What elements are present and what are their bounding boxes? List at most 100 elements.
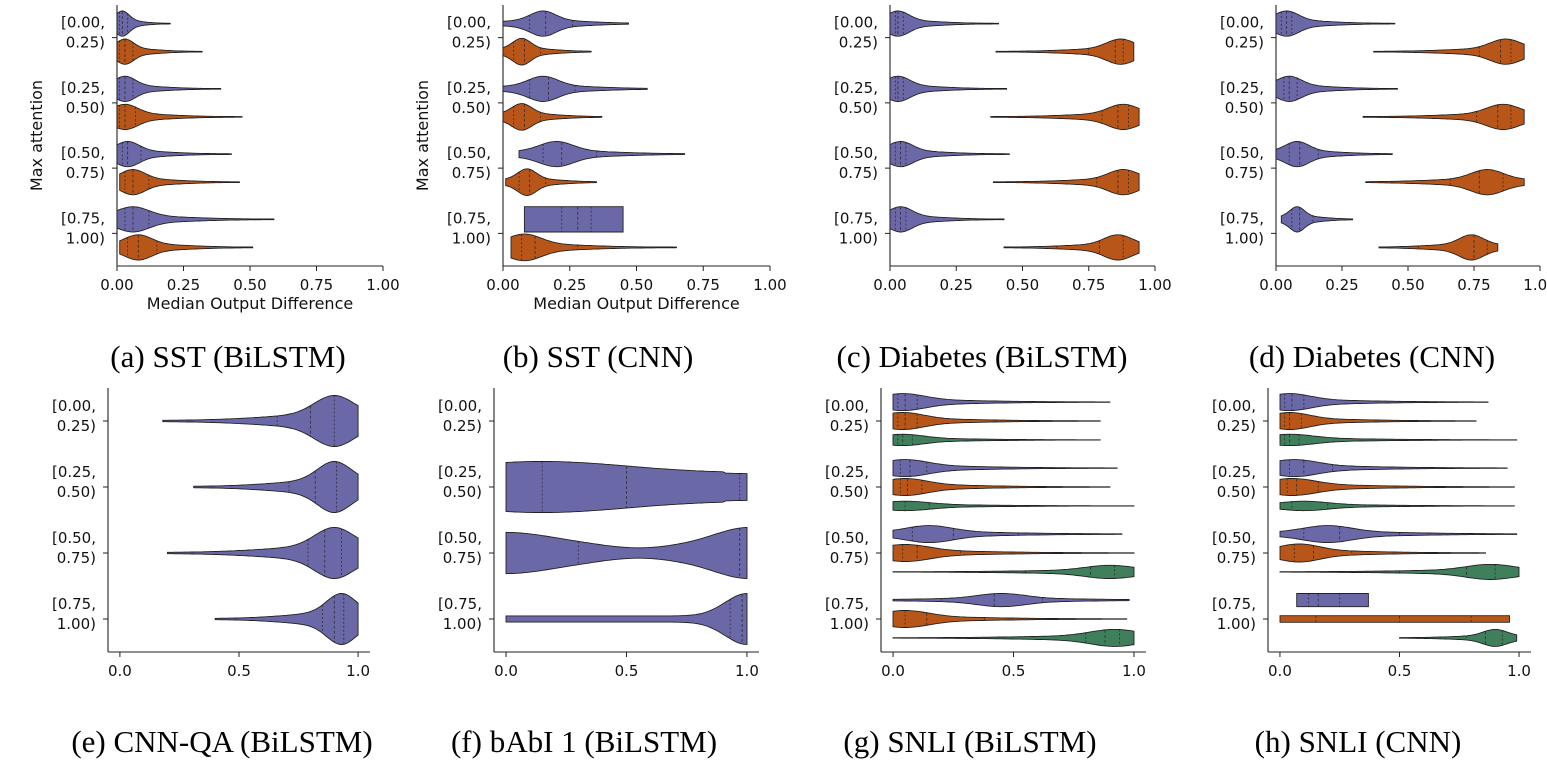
y-tick-label: [0.25, (1220, 79, 1264, 97)
x-tick-label: 0.50 (620, 276, 653, 294)
y-tick-label: [0.00, (825, 397, 869, 415)
y-axis-title: Max attention (413, 80, 432, 191)
y-tick-label: 0.25) (443, 417, 482, 435)
violin-body (892, 610, 1128, 628)
violin-body (193, 461, 359, 513)
y-tick-label: 0.25) (839, 34, 878, 52)
violin-body (1279, 543, 1487, 563)
y-tick-label: [0.75, (1220, 209, 1264, 227)
chart-panel-b: 0.00 0.25 0.50 0.75 1.00 [0.00, 0.25) [0.25, 0.5… (413, 5, 787, 374)
x-tick-label: 1.00 (1523, 276, 1547, 294)
x-tick-label: 0.00 (1259, 276, 1292, 294)
panel-caption: (e) CNN-QA (BiLSTM) (71, 724, 372, 759)
x-tick-label: 1.0 (735, 662, 759, 680)
y-tick-label: [0.00, (1220, 14, 1264, 32)
x-tick-label: 0.5 (615, 662, 639, 680)
violin-body (889, 206, 1005, 233)
x-tick-label: 0.00 (873, 276, 906, 294)
violin-body (1279, 393, 1489, 412)
y-tick-label: 0.75) (443, 549, 482, 567)
y-tick-label: 0.50) (839, 99, 878, 117)
y-tick-label: 0.50) (443, 483, 482, 501)
violin-body (502, 10, 629, 37)
y-tick-label: 1.00) (66, 229, 105, 247)
violin-body (892, 478, 1111, 496)
x-axis-title: Median Output Difference (147, 294, 353, 313)
y-tick-label: 1.00) (1225, 229, 1264, 247)
y-tick-label: 1.00) (1217, 615, 1256, 633)
violin-body (892, 433, 1101, 447)
chart-panel-h: 0.0 0.5 1.0 [0.00, 0.25) [0.25, 0.50) [0.50, 0.7… (1212, 388, 1531, 759)
x-tick-label: 0.50 (1006, 276, 1039, 294)
x-tick-label: 1.0 (1122, 662, 1146, 680)
y-tick-label: 1.00) (57, 615, 96, 633)
chart-panel-e: 0.0 0.5 1.0 [0.00, 0.25) [0.25, 0.50) [0.50, 0.7… (52, 388, 373, 759)
violin-body (1003, 234, 1140, 261)
violin-body (892, 544, 1135, 562)
y-tick-label: 0.50) (57, 483, 96, 501)
violin-body (892, 500, 1135, 512)
y-tick-label: 1.00) (830, 615, 869, 633)
violin-body (502, 37, 592, 66)
violin-body (1280, 206, 1354, 233)
x-tick-label: 0.75 (687, 276, 720, 294)
violin-body (1279, 412, 1477, 430)
y-tick-label: [0.25, (447, 79, 491, 97)
violin-body (505, 168, 597, 196)
x-tick-label: 0.00 (100, 276, 133, 294)
panel-caption: (b) SST (CNN) (503, 339, 694, 374)
y-tick-label: 0.75) (66, 164, 105, 182)
y-tick-label: [0.00, (52, 397, 96, 415)
violin-body (518, 141, 686, 168)
violin-body (1275, 75, 1398, 102)
violin-body (116, 141, 232, 168)
violin-body (1378, 234, 1499, 261)
violin-body (116, 75, 222, 102)
x-tick-label: 1.00 (366, 276, 399, 294)
y-tick-label: [0.75, (447, 209, 491, 227)
x-tick-label: 0.75 (1457, 276, 1490, 294)
violin-body (1275, 141, 1393, 168)
panel-caption: (f) bAbI 1 (BiLSTM) (451, 724, 717, 759)
violin-body (889, 75, 1008, 102)
x-tick-label: 1.0 (346, 662, 370, 680)
y-tick-label: [0.50, (834, 144, 878, 162)
y-tick-label: [0.50, (438, 529, 482, 547)
violin-body (167, 527, 359, 579)
violin-body (162, 395, 359, 447)
violin-body (1362, 103, 1525, 130)
violin-body (505, 527, 748, 579)
x-tick-label: 0.5 (1002, 662, 1026, 680)
y-tick-label: 0.50) (1225, 99, 1264, 117)
y-tick-label: 0.25) (830, 417, 869, 435)
x-tick-label: 0.5 (227, 662, 251, 680)
y-tick-label: 0.75) (452, 164, 491, 182)
y-tick-label: 0.50) (66, 99, 105, 117)
x-tick-label: 0.25 (553, 276, 586, 294)
x-tick-label: 1.0 (1507, 662, 1531, 680)
violin-body (995, 38, 1135, 65)
violin-body (119, 234, 254, 261)
y-tick-label: 1.00) (452, 229, 491, 247)
violin-body (510, 233, 677, 262)
y-tick-label: [0.50, (61, 144, 105, 162)
y-tick-label: [0.50, (52, 529, 96, 547)
chart-panel-a: 0.00 0.25 0.50 0.75 1.00 [0.00, 0.25) [0.25, 0.5… (27, 5, 400, 374)
violin-body (214, 593, 359, 645)
y-tick-label: 0.75) (1225, 164, 1264, 182)
y-tick-label: 1.00) (443, 615, 482, 633)
violin-body (116, 10, 171, 37)
x-tick-label: 0.25 (167, 276, 200, 294)
y-tick-label: [0.50, (1220, 144, 1264, 162)
violin-body (505, 593, 748, 645)
y-tick-label: [0.25, (825, 463, 869, 481)
y-tick-label: [0.75, (825, 595, 869, 613)
y-tick-label: [0.75, (1212, 595, 1256, 613)
violin-body (1279, 459, 1508, 478)
violin-body (1275, 10, 1396, 37)
x-tick-label: 0.25 (940, 276, 973, 294)
violin-body (1279, 433, 1518, 447)
violin-body (502, 75, 648, 102)
violin-body (1279, 500, 1515, 512)
